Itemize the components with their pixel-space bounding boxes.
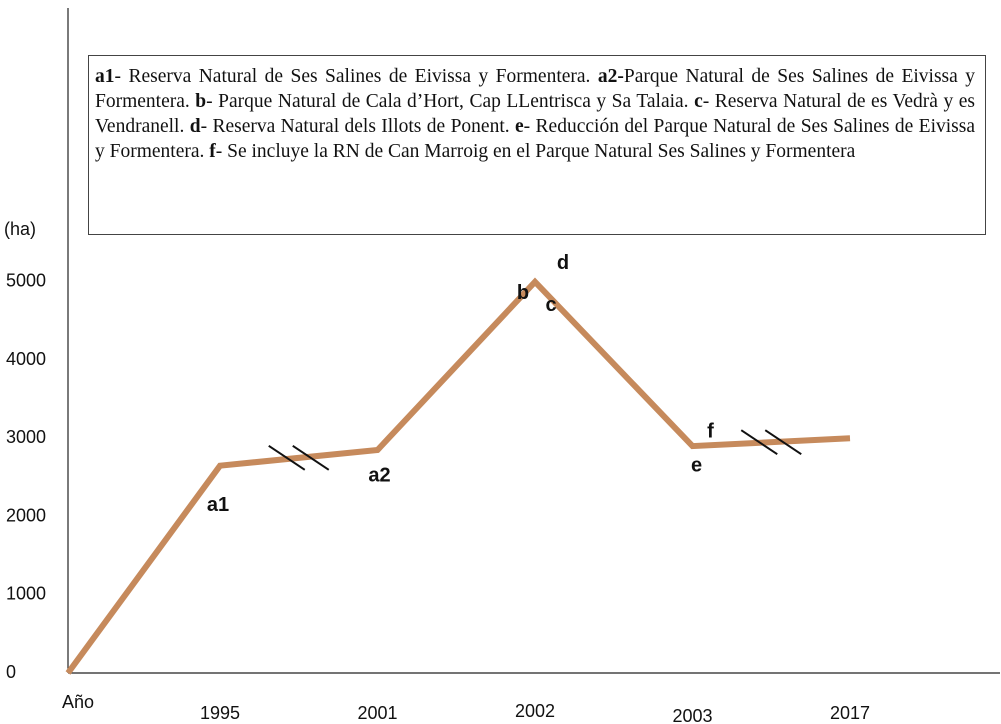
point-annotation: f — [707, 420, 714, 442]
axis-break — [764, 429, 802, 456]
y-tick-label: 3000 — [6, 427, 46, 447]
x-tick-label: Año — [62, 692, 94, 712]
axis-break — [268, 445, 306, 471]
x-tick-label: 2017 — [830, 703, 870, 723]
y-tick-label: 5000 — [6, 271, 46, 291]
axis-break — [740, 429, 778, 456]
note-text: - Reducción del Parque Natural de Ses Sa… — [95, 116, 976, 162]
point-annotation: a1 — [207, 494, 229, 516]
note-text: - Reserva Natural de es Vedrà y es Vendr… — [95, 91, 975, 137]
point-annotation: d — [557, 252, 569, 274]
data-line — [65, 277, 851, 675]
x-tick-label: 1995 — [200, 703, 240, 723]
point-annotation: c — [545, 294, 556, 316]
note-text: - Reserva Natural de Ses Salines de Eivi… — [114, 66, 591, 87]
note-key: d — [189, 116, 201, 137]
axis-break — [292, 445, 330, 471]
note-text: - Parque Natural de Cala d’Hort, Cap LLe… — [206, 91, 689, 112]
legend-box: a1- Reserva Natural de Ses Salines de Ei… — [88, 55, 986, 235]
x-tick-label: 2001 — [357, 703, 397, 723]
note-key: e — [515, 116, 524, 137]
y-tick-label: 1000 — [6, 584, 46, 604]
note-key: f — [209, 141, 216, 162]
note-key: a2- — [597, 66, 624, 87]
y-tick-label: 2000 — [6, 505, 46, 525]
x-tick-label: 2002 — [515, 701, 555, 721]
y-tick-label: 4000 — [6, 349, 46, 369]
note-text: - Reserva Natural dels Illots de Ponent. — [200, 116, 510, 137]
point-annotation: e — [691, 454, 702, 476]
note-key: b — [195, 91, 207, 112]
note-text: - Se incluye la RN de Can Marroig en el … — [215, 141, 856, 162]
y-tick-label: 0 — [6, 662, 16, 682]
note-text: Parque Natural de Ses Salines de Eivissa… — [95, 66, 975, 112]
y-axis-label: (ha) — [4, 219, 36, 239]
note-key: a1 — [95, 66, 115, 87]
note-key: c — [694, 91, 703, 112]
point-annotation: b — [517, 282, 529, 304]
x-tick-label: 2003 — [672, 706, 712, 724]
point-annotation: a2 — [368, 464, 390, 486]
